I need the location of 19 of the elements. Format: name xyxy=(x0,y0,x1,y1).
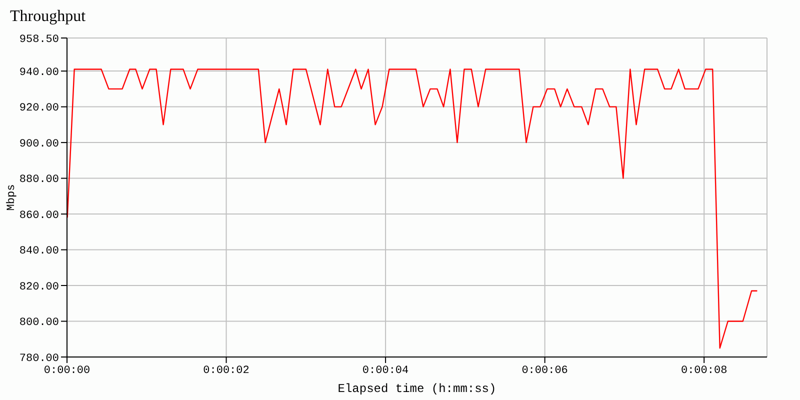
chart-title: Throughput xyxy=(10,8,86,26)
y-tick-label: 840.00 xyxy=(19,246,59,258)
y-tick-label: 958.50 xyxy=(19,34,59,46)
y-axis-title: Mbps xyxy=(6,184,18,211)
x-axis-title: Elapsed time (h:mm:ss) xyxy=(338,382,496,396)
x-tick-label: 0:00:02 xyxy=(203,364,250,377)
y-tick-label: 880.00 xyxy=(19,174,59,186)
x-tick-label: 0:00:06 xyxy=(522,364,568,377)
x-tick-label: 0:00:00 xyxy=(44,364,90,377)
y-tick-label: 940.00 xyxy=(19,66,59,79)
y-tick-label: 780.00 xyxy=(19,352,59,365)
y-tick-label: 920.00 xyxy=(19,102,59,115)
y-tick-label: 820.00 xyxy=(19,281,59,294)
y-tick-label: 860.00 xyxy=(19,210,59,222)
y-tick-label: 900.00 xyxy=(19,138,59,150)
y-tick-label: 800.00 xyxy=(19,317,59,330)
line-series xyxy=(67,68,758,349)
x-tick-label: 0:00:04 xyxy=(362,364,410,377)
x-tick-label: 0:00:08 xyxy=(680,364,728,377)
